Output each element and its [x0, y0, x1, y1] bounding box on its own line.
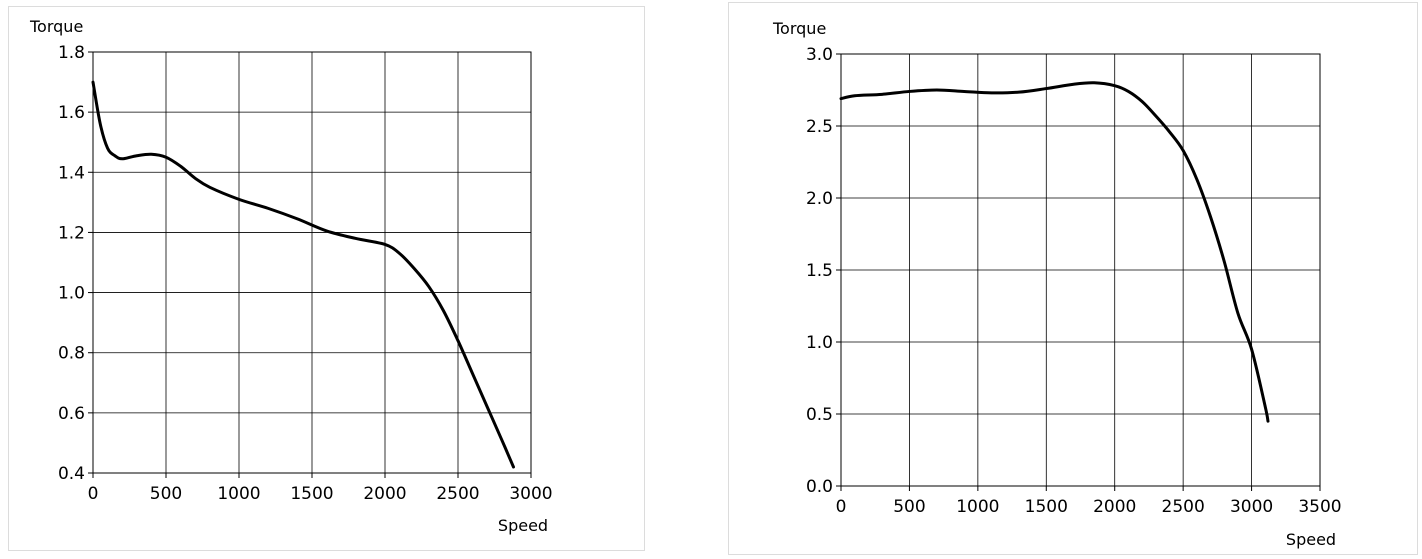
y-tick-label-1: 2.5	[806, 117, 833, 137]
x-tick-label-0: 1500	[290, 484, 333, 504]
y-tick-label-0: 0.8	[58, 344, 85, 364]
y-axis-title-1: Torque	[772, 19, 826, 38]
x-tick-label-1: 3000	[1230, 497, 1273, 517]
y-tick-label-1: 0.5	[806, 405, 833, 425]
torque-curve-0-0	[91, 80, 515, 469]
x-tick-label-0: 0	[88, 484, 99, 504]
x-tick-label-1: 0	[836, 497, 847, 517]
y-tick-label-1: 0.0	[806, 477, 833, 497]
x-tick-label-1: 2500	[1162, 497, 1205, 517]
y-axis-title-0: Torque	[29, 17, 83, 36]
x-axis-title-1: Speed	[1286, 530, 1336, 549]
y-tick-label-0: 1.0	[58, 284, 85, 304]
x-tick-label-0: 2500	[436, 484, 479, 504]
y-tick-label-1: 2.0	[806, 189, 833, 209]
y-tick-label-1: 1.0	[806, 333, 833, 353]
x-axis-title-0: Speed	[498, 516, 548, 535]
y-tick-label-0: 0.6	[58, 404, 85, 424]
y-tick-label-0: 1.8	[58, 43, 85, 63]
y-tick-label-0: 1.2	[58, 223, 85, 243]
y-tick-label-0: 0.4	[58, 464, 85, 484]
x-tick-label-1: 500	[893, 497, 925, 517]
x-tick-label-1: 1000	[956, 497, 999, 517]
x-tick-label-0: 3000	[509, 484, 552, 504]
y-tick-label-1: 3.0	[806, 45, 833, 65]
x-tick-label-1: 2000	[1093, 497, 1136, 517]
y-tick-label-1: 1.5	[806, 261, 833, 281]
x-tick-label-1: 1500	[1025, 497, 1068, 517]
y-tick-label-0: 1.4	[58, 163, 85, 183]
x-tick-label-1: 3500	[1298, 497, 1341, 517]
x-tick-label-0: 500	[150, 484, 182, 504]
y-tick-label-0: 1.6	[58, 103, 85, 123]
x-tick-label-0: 2000	[363, 484, 406, 504]
x-tick-label-0: 1000	[217, 484, 260, 504]
torque-curve-1-0	[839, 81, 1270, 423]
